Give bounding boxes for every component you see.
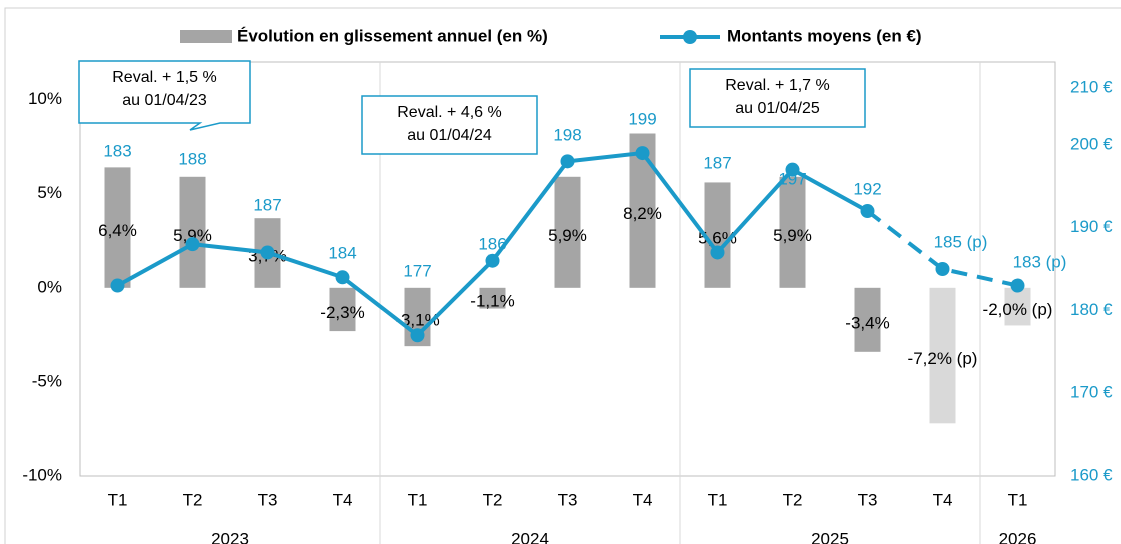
bar bbox=[329, 287, 356, 332]
line-value-label: 192 bbox=[853, 179, 881, 198]
bar-value-label: -7,2% (p) bbox=[908, 349, 978, 368]
chart-frame bbox=[4, 7, 1121, 544]
line-marker bbox=[110, 278, 125, 293]
bar-value-label: 5,9% bbox=[773, 226, 812, 245]
x-tick-label: T1 bbox=[1008, 490, 1028, 509]
group-label: 2026 bbox=[999, 529, 1037, 544]
line-marker bbox=[635, 146, 650, 161]
bar bbox=[704, 182, 731, 288]
x-tick-label: T1 bbox=[708, 490, 728, 509]
x-tick-label: T4 bbox=[333, 490, 353, 509]
line-marker bbox=[485, 253, 500, 268]
line-marker bbox=[1010, 278, 1025, 293]
x-tick-label: T1 bbox=[108, 490, 128, 509]
x-tick-label: T2 bbox=[783, 490, 803, 509]
y-tick-label: 0% bbox=[37, 277, 62, 296]
line-value-label: 185 (p) bbox=[934, 232, 988, 251]
bar bbox=[1004, 287, 1031, 326]
bar bbox=[104, 167, 131, 288]
x-tick-label: T4 bbox=[933, 490, 953, 509]
callout-text: au 01/04/23 bbox=[122, 92, 207, 109]
y2-tick-label: 190 € bbox=[1070, 217, 1113, 236]
bar bbox=[554, 176, 581, 288]
x-tick-label: T3 bbox=[258, 490, 278, 509]
line-value-label: 188 bbox=[178, 149, 206, 168]
y-tick-label: 10% bbox=[28, 89, 62, 108]
y-tick-label: -5% bbox=[32, 371, 62, 390]
line-marker bbox=[935, 262, 950, 276]
callout-text: Reval. + 1,7 % bbox=[725, 77, 830, 94]
line-marker bbox=[335, 270, 350, 285]
bar-value-label: -3,4% bbox=[845, 313, 889, 332]
x-tick-label: T3 bbox=[558, 490, 578, 509]
plot-area bbox=[79, 61, 1056, 477]
x-tick-label: T3 bbox=[858, 490, 878, 509]
line-value-label: 186 bbox=[478, 234, 506, 253]
legend-label: Montants moyens (en €) bbox=[727, 26, 922, 45]
legend-swatch bbox=[683, 30, 697, 44]
callout-box bbox=[361, 95, 538, 155]
y2-tick-label: 200 € bbox=[1070, 134, 1113, 153]
bar bbox=[854, 287, 881, 352]
y2-tick-label: 170 € bbox=[1070, 383, 1113, 402]
bar bbox=[779, 176, 806, 288]
line-marker bbox=[410, 328, 425, 343]
line-value-label: 183 (p) bbox=[1013, 252, 1067, 271]
x-tick-label: T4 bbox=[633, 490, 653, 509]
x-tick-label: T2 bbox=[183, 490, 203, 509]
line-projected bbox=[866, 209, 1018, 288]
y2-tick-label: 160 € bbox=[1070, 465, 1113, 484]
group-label: 2024 bbox=[511, 529, 549, 544]
bar-value-label: 5,9% bbox=[173, 226, 212, 245]
bar-value-label: -2,3% bbox=[320, 303, 364, 322]
group-label: 2023 bbox=[211, 529, 249, 544]
line-marker bbox=[560, 154, 575, 169]
callout-box bbox=[78, 60, 251, 131]
y-tick-label: 5% bbox=[37, 183, 62, 202]
line-value-label: 199 bbox=[628, 109, 656, 128]
legend-label: Évolution en glissement annuel (en %) bbox=[237, 26, 548, 45]
line-value-label: 197 bbox=[778, 169, 806, 188]
bar-value-label: 8,2% bbox=[623, 204, 662, 223]
line-value-label: 187 bbox=[253, 195, 281, 214]
bar bbox=[929, 287, 956, 424]
callout-box bbox=[689, 68, 866, 128]
bar-value-label: -1,1% bbox=[470, 292, 514, 311]
line-value-label: 184 bbox=[328, 243, 356, 262]
line-marker bbox=[785, 162, 800, 177]
line-marker bbox=[185, 237, 200, 252]
line-marker bbox=[860, 204, 875, 219]
line-marker bbox=[260, 245, 275, 260]
line-value-label: 177 bbox=[403, 261, 431, 280]
y-tick-label: -10% bbox=[22, 465, 62, 484]
bar-value-label: 5,9% bbox=[548, 226, 587, 245]
bar bbox=[179, 176, 206, 288]
x-tick-label: T2 bbox=[483, 490, 503, 509]
bar-value-label: 6,4% bbox=[98, 221, 137, 240]
x-tick-label: T1 bbox=[408, 490, 428, 509]
line-value-label: 198 bbox=[553, 125, 581, 144]
callout-text: au 01/04/25 bbox=[735, 100, 820, 117]
y2-tick-label: 210 € bbox=[1070, 77, 1113, 96]
callout-text: au 01/04/24 bbox=[407, 127, 492, 144]
callout-text: Reval. + 4,6 % bbox=[397, 104, 502, 121]
group-label: 2025 bbox=[811, 529, 849, 544]
line-marker bbox=[710, 245, 725, 260]
line-value-label: 187 bbox=[703, 153, 731, 172]
callout-text: Reval. + 1,5 % bbox=[112, 69, 217, 86]
legend-swatch bbox=[180, 30, 232, 43]
bar-value-label: -2,0% (p) bbox=[983, 300, 1053, 319]
y2-tick-label: 180 € bbox=[1070, 300, 1113, 319]
bar bbox=[479, 287, 506, 309]
line-value-label: 183 bbox=[103, 141, 131, 160]
